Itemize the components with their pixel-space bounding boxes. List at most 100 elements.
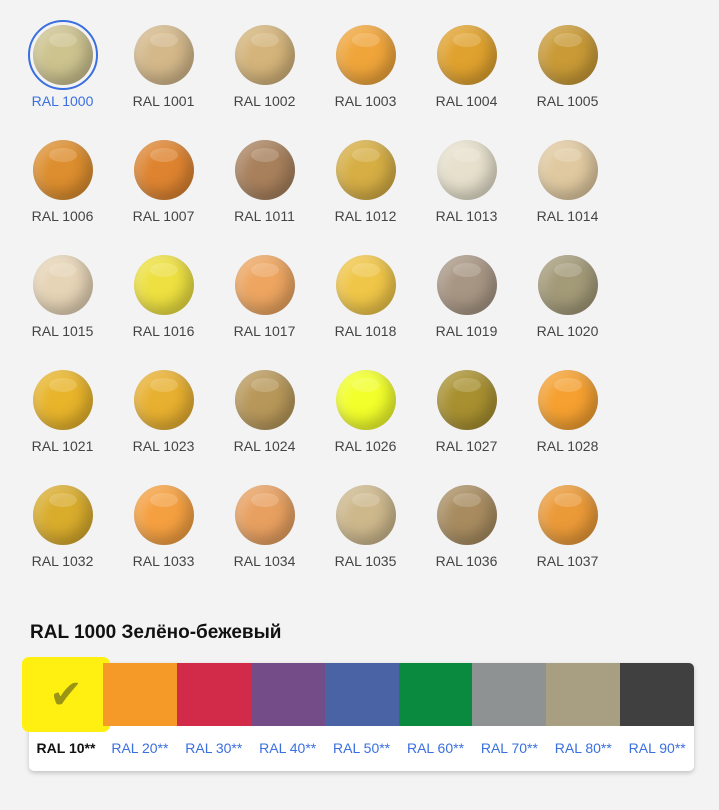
group-swatch [620, 663, 695, 726]
color-ball [537, 485, 598, 545]
color-ball [133, 485, 194, 545]
color-group-tab[interactable]: RAL 20** [102, 663, 177, 771]
group-label: RAL 70** [480, 740, 538, 756]
color-ball [436, 485, 497, 545]
group-label: RAL 30** [185, 740, 243, 756]
color-swatch[interactable]: RAL 1019 [416, 252, 517, 348]
color-swatch[interactable]: RAL 1021 [12, 367, 113, 463]
color-swatch[interactable]: RAL 1001 [113, 22, 214, 118]
color-swatch[interactable]: RAL 1005 [517, 22, 618, 118]
color-label: RAL 1034 [233, 553, 296, 569]
group-label: RAL 90** [628, 740, 686, 756]
color-label: RAL 1005 [536, 93, 599, 109]
color-swatch[interactable]: RAL 1024 [214, 367, 315, 463]
color-label: RAL 1033 [132, 553, 195, 569]
color-label: RAL 1007 [132, 208, 195, 224]
color-label: RAL 1017 [233, 323, 296, 339]
color-label: RAL 1026 [334, 438, 397, 454]
color-label: RAL 1020 [536, 323, 599, 339]
color-ball [32, 485, 93, 545]
group-swatch [324, 663, 399, 726]
color-ball [537, 255, 598, 315]
color-swatch[interactable]: RAL 1037 [517, 482, 618, 578]
selected-group-box: ✔ [22, 657, 110, 732]
color-swatch[interactable]: RAL 1032 [12, 482, 113, 578]
group-swatch [102, 663, 177, 726]
color-swatch[interactable]: RAL 1015 [12, 252, 113, 348]
color-swatch[interactable]: RAL 1016 [113, 252, 214, 348]
color-label: RAL 1006 [31, 208, 94, 224]
color-ball [537, 25, 598, 85]
color-label: RAL 1028 [536, 438, 599, 454]
color-swatch[interactable]: RAL 1035 [315, 482, 416, 578]
color-group-tab[interactable]: RAL 40** [250, 663, 325, 771]
color-swatch[interactable]: RAL 1036 [416, 482, 517, 578]
color-label: RAL 1037 [536, 553, 599, 569]
color-swatch[interactable]: RAL 1004 [416, 22, 517, 118]
color-swatch[interactable]: RAL 1011 [214, 137, 315, 233]
color-group-tab[interactable]: RAL 70** [472, 663, 547, 771]
group-swatch [472, 663, 547, 726]
color-swatch[interactable]: RAL 1018 [315, 252, 416, 348]
color-ball [234, 25, 295, 85]
color-swatch[interactable]: RAL 1002 [214, 22, 315, 118]
color-group-tab[interactable]: RAL 30** [176, 663, 251, 771]
color-swatch[interactable]: RAL 1003 [315, 22, 416, 118]
color-label: RAL 1036 [435, 553, 498, 569]
color-group-tab[interactable]: RAL 50** [324, 663, 399, 771]
color-ball [335, 25, 396, 85]
color-label: RAL 1014 [536, 208, 599, 224]
color-group-tab[interactable]: RAL 90** [620, 663, 695, 771]
color-swatch[interactable]: RAL 1023 [113, 367, 214, 463]
color-label: RAL 1015 [31, 323, 94, 339]
color-ball [32, 370, 93, 430]
group-swatch [176, 663, 251, 726]
color-ball [133, 25, 194, 85]
color-swatch[interactable]: RAL 1014 [517, 137, 618, 233]
group-label: RAL 60** [406, 740, 465, 756]
color-swatch[interactable]: RAL 1033 [113, 482, 214, 578]
group-swatch [546, 663, 621, 726]
color-label: RAL 1013 [435, 208, 498, 224]
color-ball [436, 140, 497, 200]
color-group-tab[interactable]: RAL 60** [398, 663, 473, 771]
color-swatch[interactable]: RAL 1028 [517, 367, 618, 463]
color-ball [335, 370, 396, 430]
color-ball [133, 140, 194, 200]
color-group-tab[interactable]: ✔ RAL 10** [22, 657, 110, 771]
color-group-bar: ✔ RAL 10** RAL 20** RAL 30** RAL 40** RAL 50*… [22, 657, 695, 771]
color-swatch[interactable]: RAL 1012 [315, 137, 416, 233]
color-swatch[interactable]: RAL 1034 [214, 482, 315, 578]
color-swatch[interactable]: RAL 1017 [214, 252, 315, 348]
color-label: RAL 1004 [435, 93, 498, 109]
color-label: RAL 1011 [234, 208, 295, 224]
color-label: RAL 1002 [233, 93, 296, 109]
color-ball [234, 140, 295, 200]
selected-color-title: RAL 1000 Зелёно-бежевый [30, 622, 282, 643]
check-icon: ✔ [49, 672, 83, 717]
color-ball [436, 255, 497, 315]
color-label: RAL 1016 [132, 323, 195, 339]
color-label: RAL 1024 [233, 438, 296, 454]
color-label: RAL 1027 [435, 438, 498, 454]
color-swatch[interactable]: RAL 1006 [12, 137, 113, 233]
color-ball [234, 370, 295, 430]
color-swatch[interactable]: RAL 1007 [113, 137, 214, 233]
color-ball [32, 140, 93, 200]
color-label: RAL 1023 [132, 438, 195, 454]
group-label: RAL 80** [554, 740, 612, 756]
color-ball [234, 255, 295, 315]
color-group-tab[interactable]: RAL 80** [546, 663, 621, 771]
color-label: RAL 1003 [334, 93, 397, 109]
color-label: RAL 1021 [31, 438, 94, 454]
color-swatch[interactable]: RAL 1026 [315, 367, 416, 463]
color-swatch[interactable]: RAL 1020 [517, 252, 618, 348]
color-swatch[interactable]: RAL 1000 [12, 20, 113, 118]
color-label: RAL 1000 [31, 93, 94, 109]
color-swatch[interactable]: RAL 1013 [416, 137, 517, 233]
color-ball [133, 255, 194, 315]
color-swatch[interactable]: RAL 1027 [416, 367, 517, 463]
color-ball [234, 485, 295, 545]
group-swatch [398, 663, 473, 726]
color-label: RAL 1001 [132, 93, 195, 109]
